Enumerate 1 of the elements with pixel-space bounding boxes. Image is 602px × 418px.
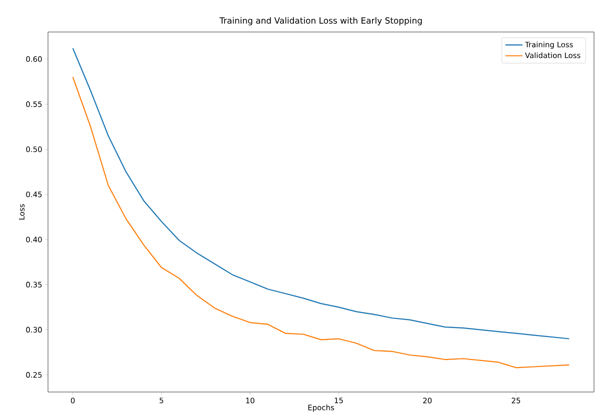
chart-title: Training and Validation Loss with Early Stopping [219, 17, 422, 26]
